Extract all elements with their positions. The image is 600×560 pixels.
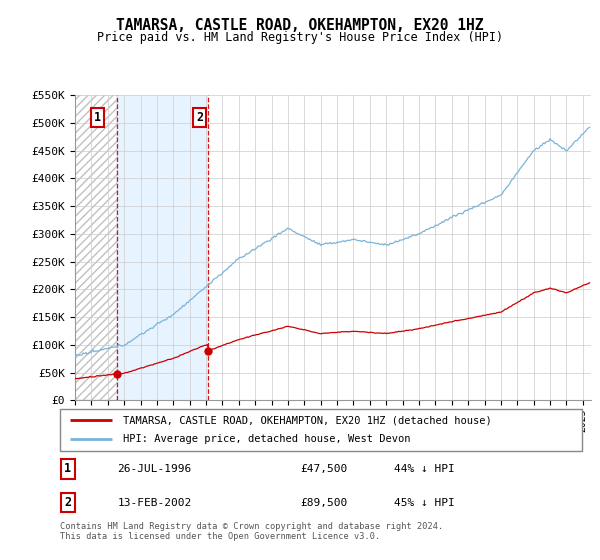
- Text: Contains HM Land Registry data © Crown copyright and database right 2024.
This d: Contains HM Land Registry data © Crown c…: [60, 522, 443, 542]
- Text: HPI: Average price, detached house, West Devon: HPI: Average price, detached house, West…: [122, 435, 410, 445]
- Text: 1: 1: [94, 111, 101, 124]
- Text: Price paid vs. HM Land Registry's House Price Index (HPI): Price paid vs. HM Land Registry's House …: [97, 31, 503, 44]
- Text: £89,500: £89,500: [300, 498, 347, 507]
- Text: £47,500: £47,500: [300, 464, 347, 474]
- Bar: [75, 95, 117, 400]
- Text: 13-FEB-2002: 13-FEB-2002: [118, 498, 191, 507]
- Text: 45% ↓ HPI: 45% ↓ HPI: [394, 498, 455, 507]
- Text: 2: 2: [196, 111, 203, 124]
- Text: TAMARSA, CASTLE ROAD, OKEHAMPTON, EX20 1HZ (detached house): TAMARSA, CASTLE ROAD, OKEHAMPTON, EX20 1…: [122, 415, 491, 425]
- Bar: [117, 95, 208, 400]
- Text: 44% ↓ HPI: 44% ↓ HPI: [394, 464, 455, 474]
- Text: 2: 2: [64, 496, 71, 509]
- Text: 26-JUL-1996: 26-JUL-1996: [118, 464, 191, 474]
- Text: TAMARSA, CASTLE ROAD, OKEHAMPTON, EX20 1HZ: TAMARSA, CASTLE ROAD, OKEHAMPTON, EX20 1…: [116, 18, 484, 33]
- Text: 1: 1: [64, 462, 71, 475]
